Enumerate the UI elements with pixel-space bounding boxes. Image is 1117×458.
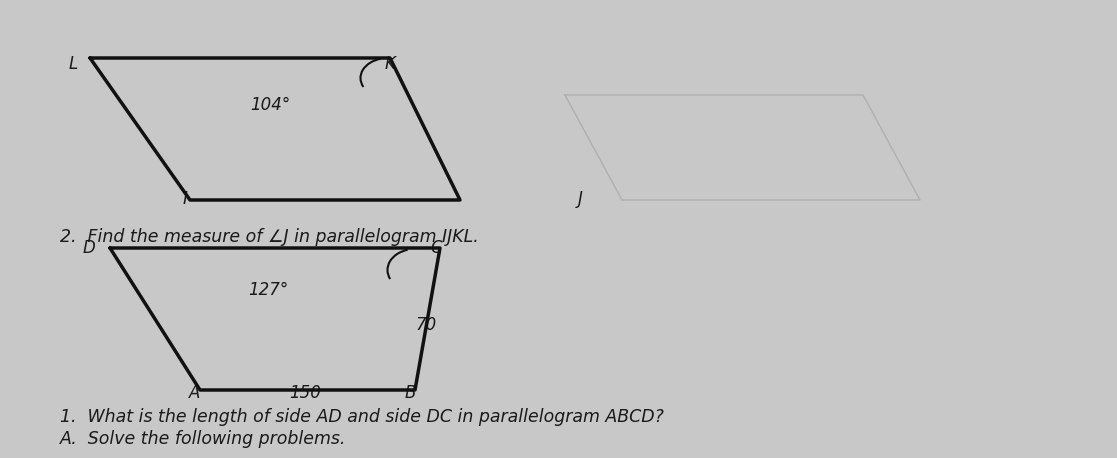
- Text: A.  Solve the following problems.: A. Solve the following problems.: [60, 430, 346, 448]
- Text: 150: 150: [289, 384, 321, 402]
- Text: 1.  What is the length of side AD and side DC in parallelogram ABCD?: 1. What is the length of side AD and sid…: [60, 408, 663, 426]
- Text: K: K: [384, 55, 395, 73]
- Text: L: L: [69, 55, 78, 73]
- Text: 2.  Find the measure of ∠J in parallelogram IJKL.: 2. Find the measure of ∠J in parallelogr…: [60, 228, 479, 246]
- Text: B: B: [404, 384, 416, 402]
- Text: D: D: [83, 239, 95, 257]
- Text: 104°: 104°: [250, 96, 290, 114]
- Text: A: A: [189, 384, 201, 402]
- Text: 127°: 127°: [248, 281, 288, 299]
- Text: I: I: [182, 190, 188, 208]
- Text: C: C: [430, 239, 441, 257]
- Text: 70: 70: [416, 316, 437, 334]
- Text: J: J: [577, 190, 582, 208]
